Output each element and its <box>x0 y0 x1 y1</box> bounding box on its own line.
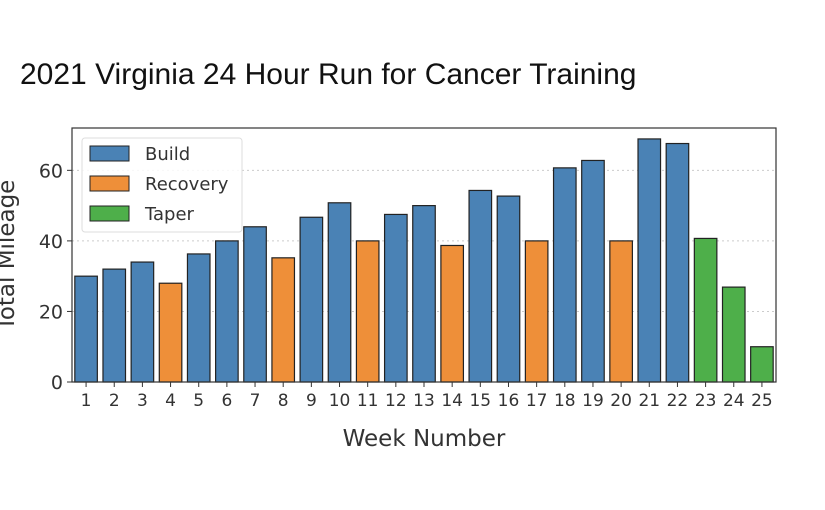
x-tick-label: 8 <box>278 391 289 411</box>
chart-title: 2021 Virginia 24 Hour Run for Cancer Tra… <box>20 58 637 91</box>
x-tick-label: 3 <box>137 391 148 411</box>
x-tick-label: 14 <box>441 391 463 411</box>
x-tick-label: 16 <box>498 391 520 411</box>
y-tick-label: 60 <box>39 160 63 182</box>
bar-week-22 <box>665 142 690 383</box>
legend-swatch-build <box>89 145 130 162</box>
x-tick-label: 11 <box>357 391 379 411</box>
bar-week-21 <box>637 138 662 383</box>
y-tick-label: 0 <box>51 372 63 394</box>
y-tick-label: 40 <box>39 231 63 253</box>
x-tick-label: 2 <box>109 391 120 411</box>
bar-week-3 <box>130 261 155 383</box>
x-tick-label: 9 <box>306 391 317 411</box>
bar-week-24 <box>721 286 746 383</box>
bar-week-8 <box>271 257 296 383</box>
legend-label-build: Build <box>145 144 190 165</box>
legend-label-recovery: Recovery <box>145 174 229 195</box>
x-tick-label: 22 <box>667 391 689 411</box>
bar-week-11 <box>355 240 380 383</box>
bar-week-9 <box>299 216 324 383</box>
x-tick-label: 5 <box>193 391 204 411</box>
x-tick-label: 17 <box>526 391 548 411</box>
bar-week-12 <box>383 213 408 383</box>
x-tick-label: 19 <box>582 391 604 411</box>
bar-week-13 <box>412 205 436 383</box>
bar-week-2 <box>102 268 127 383</box>
x-tick-label: 7 <box>250 391 261 411</box>
x-tick-label: 25 <box>751 391 773 411</box>
x-tick-label: 24 <box>723 391 745 411</box>
x-tick-label: 6 <box>221 391 232 411</box>
x-tick-label: 4 <box>165 391 176 411</box>
x-tick-label: 13 <box>413 391 435 411</box>
bar-week-17 <box>524 240 549 383</box>
bar-week-18 <box>552 167 577 383</box>
y-axis-label: Total Mileage <box>0 180 20 332</box>
x-axis-label: Week Number <box>343 426 506 452</box>
x-tick-label: 21 <box>638 391 660 411</box>
y-tick-label: 20 <box>39 301 63 323</box>
x-tick-label: 23 <box>695 391 717 411</box>
legend-swatch-taper <box>89 205 130 222</box>
bar-week-19 <box>581 159 605 383</box>
bar-week-10 <box>327 202 352 383</box>
bar-week-23 <box>693 237 718 383</box>
bar-week-15 <box>468 189 493 383</box>
x-tick-label: 10 <box>329 391 351 411</box>
bar-week-5 <box>186 253 211 383</box>
legend-label-taper: Taper <box>144 204 195 225</box>
bar-week-1 <box>74 275 98 383</box>
bar-week-14 <box>440 244 465 383</box>
bar-week-7 <box>243 226 267 383</box>
bar-week-20 <box>609 240 633 383</box>
x-tick-label: 20 <box>610 391 632 411</box>
legend-swatch-recovery <box>89 175 130 192</box>
x-tick-label: 12 <box>385 391 407 411</box>
x-tick-label: 1 <box>81 391 92 411</box>
x-tick-label: 18 <box>554 391 576 411</box>
bar-week-16 <box>496 195 521 383</box>
plot-frame <box>71 127 777 383</box>
bar-week-6 <box>215 240 239 383</box>
bar-week-25 <box>750 346 774 383</box>
x-tick-label: 15 <box>469 391 491 411</box>
bar-week-4 <box>158 282 183 383</box>
